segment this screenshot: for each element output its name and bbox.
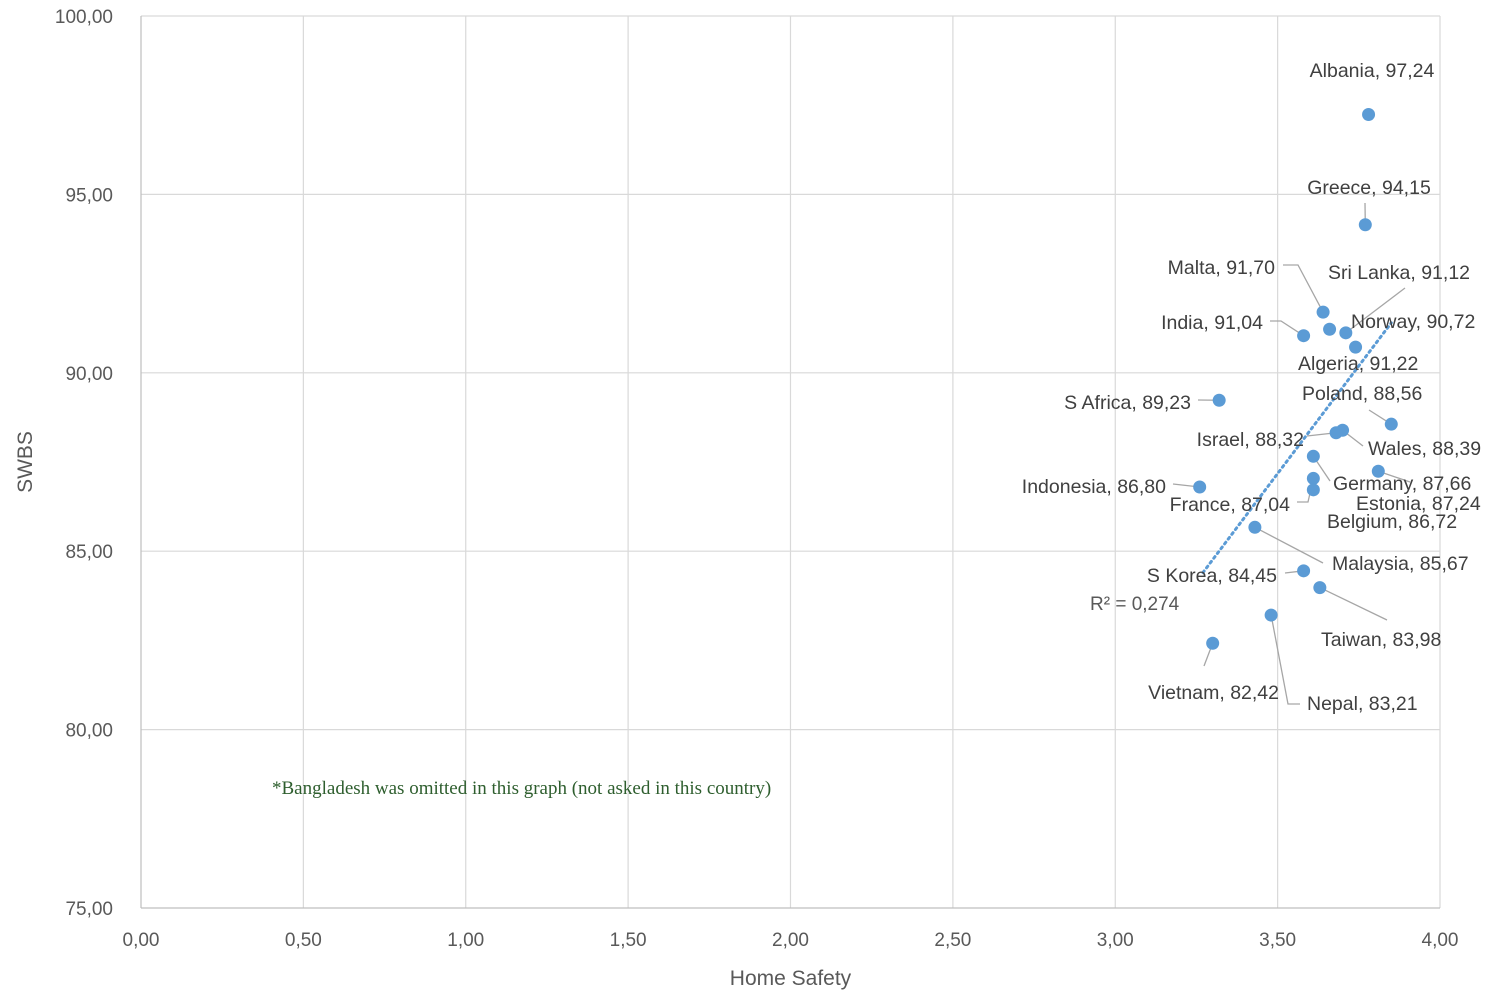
x-tick-label: 2,50 (934, 930, 971, 951)
point-greece (1359, 218, 1372, 231)
leader-line-malaysia (1255, 527, 1323, 563)
x-tick-label: 4,00 (1422, 930, 1459, 951)
point-nepal (1265, 609, 1278, 622)
point-s-korea (1297, 564, 1310, 577)
point-label-malta: Malta, 91,70 (1168, 257, 1275, 279)
point-algeria (1323, 323, 1336, 336)
y-axis-title: SWBS (14, 431, 37, 493)
point-india (1297, 329, 1310, 342)
point-norway (1349, 341, 1362, 354)
point-malaysia (1248, 521, 1261, 534)
y-tick-label: 80,00 (65, 721, 113, 742)
point-belgium (1307, 483, 1320, 496)
point-label-indonesia: Indonesia, 86,80 (1022, 476, 1166, 498)
x-tick-label: 1,00 (447, 930, 484, 951)
y-tick-labels: 75,00 80,00 85,00 90,00 95,00 100,00 (55, 7, 113, 920)
point-label-poland: Poland, 88,56 (1302, 383, 1422, 405)
x-tick-labels: 0,00 0,50 1,00 1,50 2,00 2,50 3,00 3,50 4,00 (123, 930, 1459, 951)
point-label-algeria: Algeria, 91,22 (1298, 353, 1418, 375)
point-label-belgium: Belgium, 86,72 (1327, 511, 1457, 533)
point-israel (1330, 426, 1343, 439)
point-malta (1317, 306, 1330, 319)
x-tick-label: 3,50 (1259, 930, 1296, 951)
gridlines (141, 16, 1440, 908)
y-tick-label: 75,00 (65, 899, 113, 920)
point-albania (1362, 108, 1375, 121)
point-label-vietnam: Vietnam, 82,42 (1148, 682, 1279, 704)
point-label-israel: Israel, 88,32 (1197, 429, 1304, 451)
x-tick-label: 0,50 (285, 930, 322, 951)
point-indonesia (1193, 480, 1206, 493)
point-label-greece: Greece, 94,15 (1307, 177, 1431, 199)
leader-line-malta (1283, 265, 1323, 312)
leader-line-taiwan (1320, 588, 1387, 620)
point-label-taiwan: Taiwan, 83,98 (1321, 629, 1441, 651)
point-label-germany: Germany, 87,66 (1333, 473, 1471, 495)
point-label-malaysia: Malaysia, 85,67 (1332, 553, 1469, 575)
footnote: *Bangladesh was omitted in this graph (n… (272, 778, 771, 799)
point-label-norway: Norway, 90,72 (1351, 311, 1475, 333)
x-tick-label: 2,00 (772, 930, 809, 951)
y-tick-label: 95,00 (65, 185, 113, 206)
y-tick-label: 85,00 (65, 542, 113, 563)
point-s-africa (1213, 394, 1226, 407)
point-france (1307, 472, 1320, 485)
point-label-s-korea: S Korea, 84,45 (1147, 565, 1277, 587)
point-label-s-africa: S Africa, 89,23 (1064, 392, 1191, 414)
x-tick-label: 3,00 (1097, 930, 1134, 951)
point-label-wales: Wales, 88,39 (1368, 438, 1481, 460)
point-label-france: France, 87,04 (1170, 494, 1290, 516)
point-poland (1385, 418, 1398, 431)
data-labels: Albania, 97,24 Greece, 94,15 Malta, 91,70 S… (1022, 60, 1481, 715)
x-axis-title: Home Safety (730, 967, 852, 990)
y-tick-label: 90,00 (65, 364, 113, 385)
x-tick-label: 1,50 (610, 930, 647, 951)
point-label-india: India, 91,04 (1161, 312, 1263, 334)
y-tick-label: 100,00 (55, 7, 113, 28)
point-vietnam (1206, 637, 1219, 650)
point-label-nepal: Nepal, 83,21 (1307, 693, 1418, 715)
r-squared-label: R² = 0,274 (1090, 594, 1180, 615)
point-label-sri-lanka: Sri Lanka, 91,12 (1328, 262, 1470, 284)
point-label-albania: Albania, 97,24 (1310, 60, 1435, 82)
point-taiwan (1313, 581, 1326, 594)
point-germany (1307, 450, 1320, 463)
x-tick-label: 0,00 (123, 930, 160, 951)
